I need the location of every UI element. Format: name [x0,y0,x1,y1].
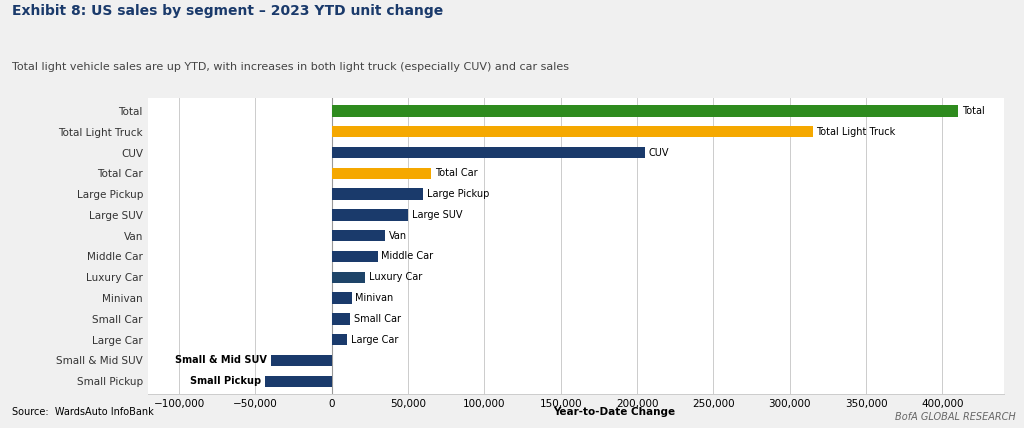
Bar [332,126,813,137]
Bar [332,147,645,158]
Text: Van: Van [389,231,408,241]
Bar [332,272,366,283]
Text: Source:  WardsAuto InfoBank: Source: WardsAuto InfoBank [12,407,154,417]
Text: Total: Total [962,106,984,116]
Text: Year-to-Date Change: Year-to-Date Change [553,407,676,417]
Bar [332,292,351,304]
Text: CUV: CUV [648,148,669,158]
Bar [332,188,423,200]
Text: Minivan: Minivan [355,293,393,303]
Bar [332,313,350,324]
Bar [270,355,332,366]
Text: Small Pickup: Small Pickup [189,376,261,386]
Text: Exhibit 8: US sales by segment – 2023 YTD unit change: Exhibit 8: US sales by segment – 2023 YT… [12,4,443,18]
Text: Total light vehicle sales are up YTD, with increases in both light truck (especi: Total light vehicle sales are up YTD, wi… [12,62,569,72]
Text: Small Car: Small Car [354,314,400,324]
Bar [332,334,347,345]
Text: Total Car: Total Car [435,168,477,178]
Bar [332,251,378,262]
Bar [332,230,385,241]
Bar [332,168,431,179]
Text: Large Car: Large Car [351,335,398,345]
Text: Large Pickup: Large Pickup [427,189,489,199]
Text: Luxury Car: Luxury Car [369,272,422,282]
Text: BofA GLOBAL RESEARCH: BofA GLOBAL RESEARCH [895,412,1016,422]
Bar [332,209,408,220]
Bar [264,375,332,387]
Text: Middle Car: Middle Car [381,252,433,262]
Text: Large SUV: Large SUV [412,210,463,220]
Bar [332,105,957,117]
Text: Total Light Truck: Total Light Truck [816,127,896,137]
Text: Small & Mid SUV: Small & Mid SUV [175,356,267,366]
